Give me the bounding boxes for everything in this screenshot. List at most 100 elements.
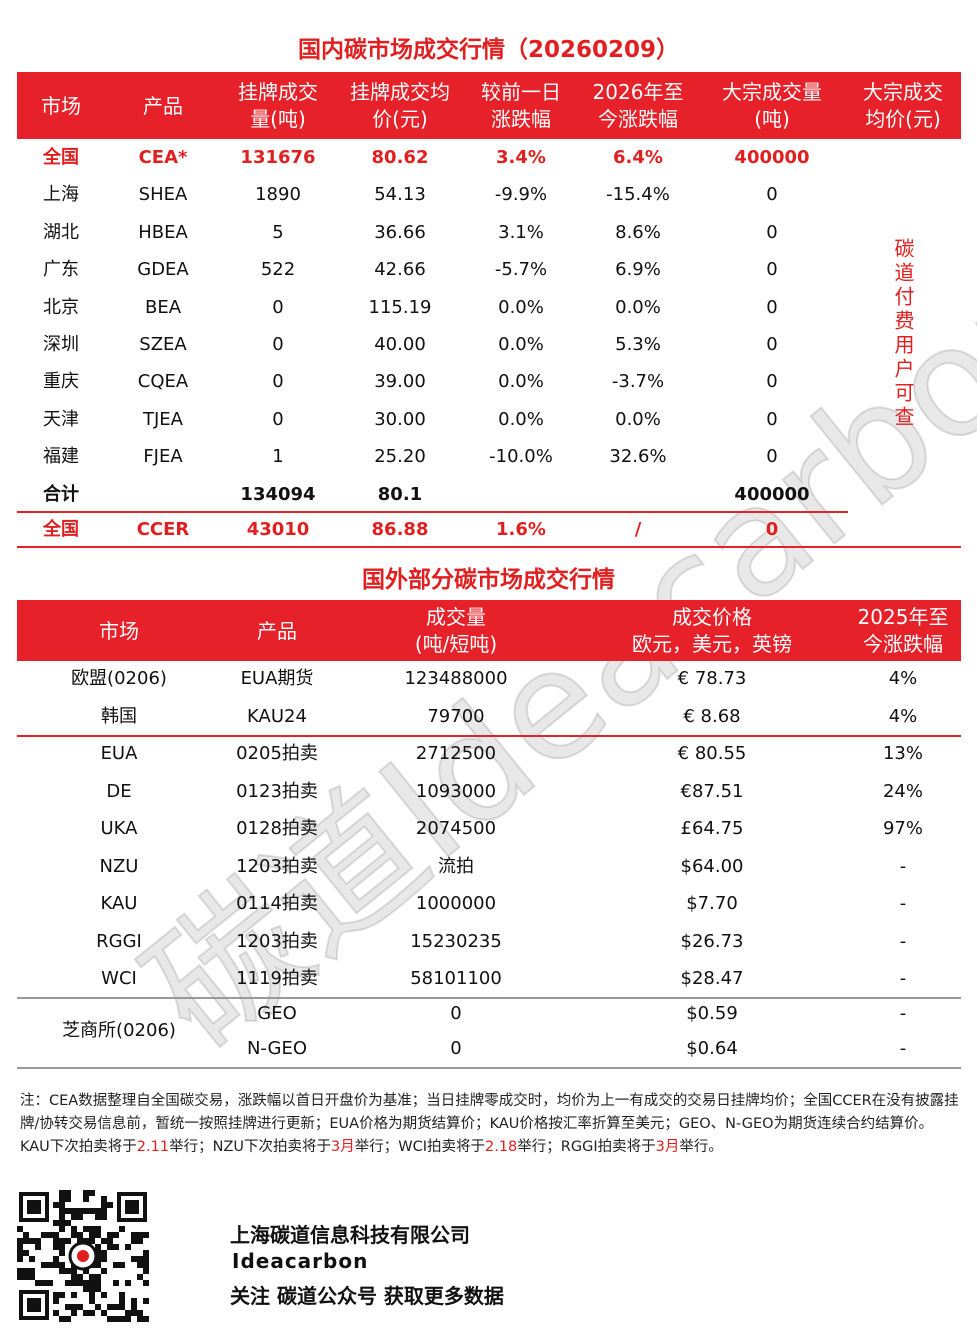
qr-module — [71, 1274, 77, 1280]
table-cell: - — [899, 893, 907, 914]
qr-module — [137, 1232, 143, 1238]
qr-module — [95, 1304, 101, 1310]
header-line: 欧元，美元，英镑 — [632, 632, 792, 656]
header-line: 价(元) — [372, 107, 428, 131]
header-line: 挂牌成交 — [238, 80, 318, 104]
qr-module — [143, 1250, 149, 1256]
qr-module — [23, 1238, 29, 1244]
table-cell: 上海 — [43, 184, 79, 206]
table-cell: $28.47 — [680, 968, 744, 989]
qr-module — [125, 1280, 131, 1286]
qr-module — [77, 1274, 83, 1280]
qr-module — [95, 1244, 101, 1250]
qr-module — [59, 1190, 65, 1196]
table-cell: 0 — [766, 184, 778, 206]
qr-module — [29, 1274, 35, 1280]
qr-module — [53, 1262, 59, 1268]
table-cell: 天津 — [43, 408, 79, 430]
qr-module — [59, 1250, 65, 1256]
table-cell: 0123拍卖 — [236, 780, 318, 802]
table-cell: 5 — [272, 221, 284, 243]
header-cell: 较前一日 涨跌幅 — [460, 79, 582, 133]
qr-module — [101, 1238, 107, 1244]
qr-module — [71, 1310, 77, 1316]
qr-module — [125, 1244, 131, 1250]
table-cell: UKA — [100, 818, 138, 839]
qr-module — [83, 1280, 89, 1286]
table-cell: -5.7% — [494, 259, 548, 281]
header-line: 较前一日 — [481, 80, 561, 104]
table-cell: 400000 — [734, 483, 810, 505]
header-cell: 市场 — [41, 93, 81, 118]
note-text: 举行；WCI拍卖将于 — [354, 1139, 485, 1155]
qr-module — [107, 1202, 113, 1208]
table-cell: KAU24 — [247, 705, 307, 727]
table-cell: 0.0% — [498, 296, 544, 318]
header-cell: 产品 — [143, 93, 183, 118]
qr-module — [47, 1232, 53, 1238]
qr-module — [83, 1238, 89, 1244]
table-cell: SHEA — [138, 184, 188, 206]
table-cell: 32.6% — [609, 446, 667, 468]
table-cell: 522 — [260, 259, 296, 281]
table-cell: € 8.68 — [683, 705, 741, 727]
foreign-title: 国外部分碳市场成交行情 — [362, 567, 615, 593]
qr-module — [131, 1232, 137, 1238]
qr-module — [137, 1262, 143, 1268]
qr-module — [77, 1208, 83, 1214]
note: 注：CEA数据整理自全国碳交易，涨跌幅以首日开盘价为基准；当日挂牌零成交时，均价… — [20, 1090, 960, 1159]
table-cell: 4% — [888, 705, 918, 727]
header-cell: 2025年至 今涨跌幅 — [828, 604, 977, 658]
table-cell: 0 — [450, 1038, 462, 1059]
table-cell: $64.00 — [680, 855, 744, 877]
table-cell: RGGI — [96, 930, 142, 952]
qr-module — [53, 1238, 59, 1244]
table-cell: KAU — [100, 893, 138, 914]
qr-module — [137, 1238, 143, 1244]
header-cell: 大宗成交 均价(元) — [842, 79, 964, 133]
table-cell: 25.20 — [374, 446, 426, 468]
qr-module — [35, 1280, 41, 1286]
qr-module — [143, 1262, 149, 1268]
table-cell: 2712500 — [415, 743, 497, 764]
qr-module — [65, 1268, 71, 1274]
qr-module — [107, 1232, 113, 1238]
header-cell: 成交价格 欧元，美元，英镑 — [602, 604, 822, 658]
table-cell: 0 — [272, 334, 284, 355]
qr-module — [107, 1244, 113, 1250]
qr-module — [59, 1226, 65, 1232]
table-cell: 54.13 — [374, 184, 426, 206]
header-cell: 产品 — [257, 618, 297, 643]
qr-module — [53, 1310, 59, 1316]
table-cell: FJEA — [143, 446, 183, 468]
header-line: 挂牌成交均 — [350, 80, 450, 104]
company: 上海碳道信息科技有限公司 — [230, 1223, 470, 1247]
table-cell: 1203拍卖 — [236, 855, 318, 877]
table-cell: 0.0% — [615, 296, 661, 318]
qr-module — [95, 1226, 101, 1232]
qr-module — [77, 1214, 83, 1220]
table-cell: 0 — [450, 1003, 462, 1024]
table-cell: BEA — [144, 296, 182, 318]
note-text: 2.18 — [484, 1139, 518, 1155]
brand: Ideacarbon — [232, 1249, 369, 1273]
table-cell: 6.4% — [613, 147, 663, 168]
table-cell: €87.51 — [680, 780, 744, 802]
qr-module — [137, 1274, 143, 1280]
qr-module — [89, 1292, 95, 1298]
qr-module — [53, 1220, 59, 1226]
note-text: 举行。 — [679, 1139, 723, 1155]
qr-module — [137, 1310, 143, 1316]
qr-module — [59, 1220, 65, 1226]
table-cell: 36.66 — [374, 221, 426, 243]
qr-module — [101, 1250, 107, 1256]
qr-module — [41, 1232, 47, 1238]
table-cell: EUA — [100, 743, 138, 764]
qr-module — [71, 1208, 77, 1214]
table-cell: 80.62 — [371, 147, 429, 168]
qr-module — [71, 1304, 77, 1310]
table-cell: 0.0% — [498, 371, 544, 393]
note-text: 3月 — [331, 1139, 355, 1155]
qr-module — [95, 1286, 101, 1292]
